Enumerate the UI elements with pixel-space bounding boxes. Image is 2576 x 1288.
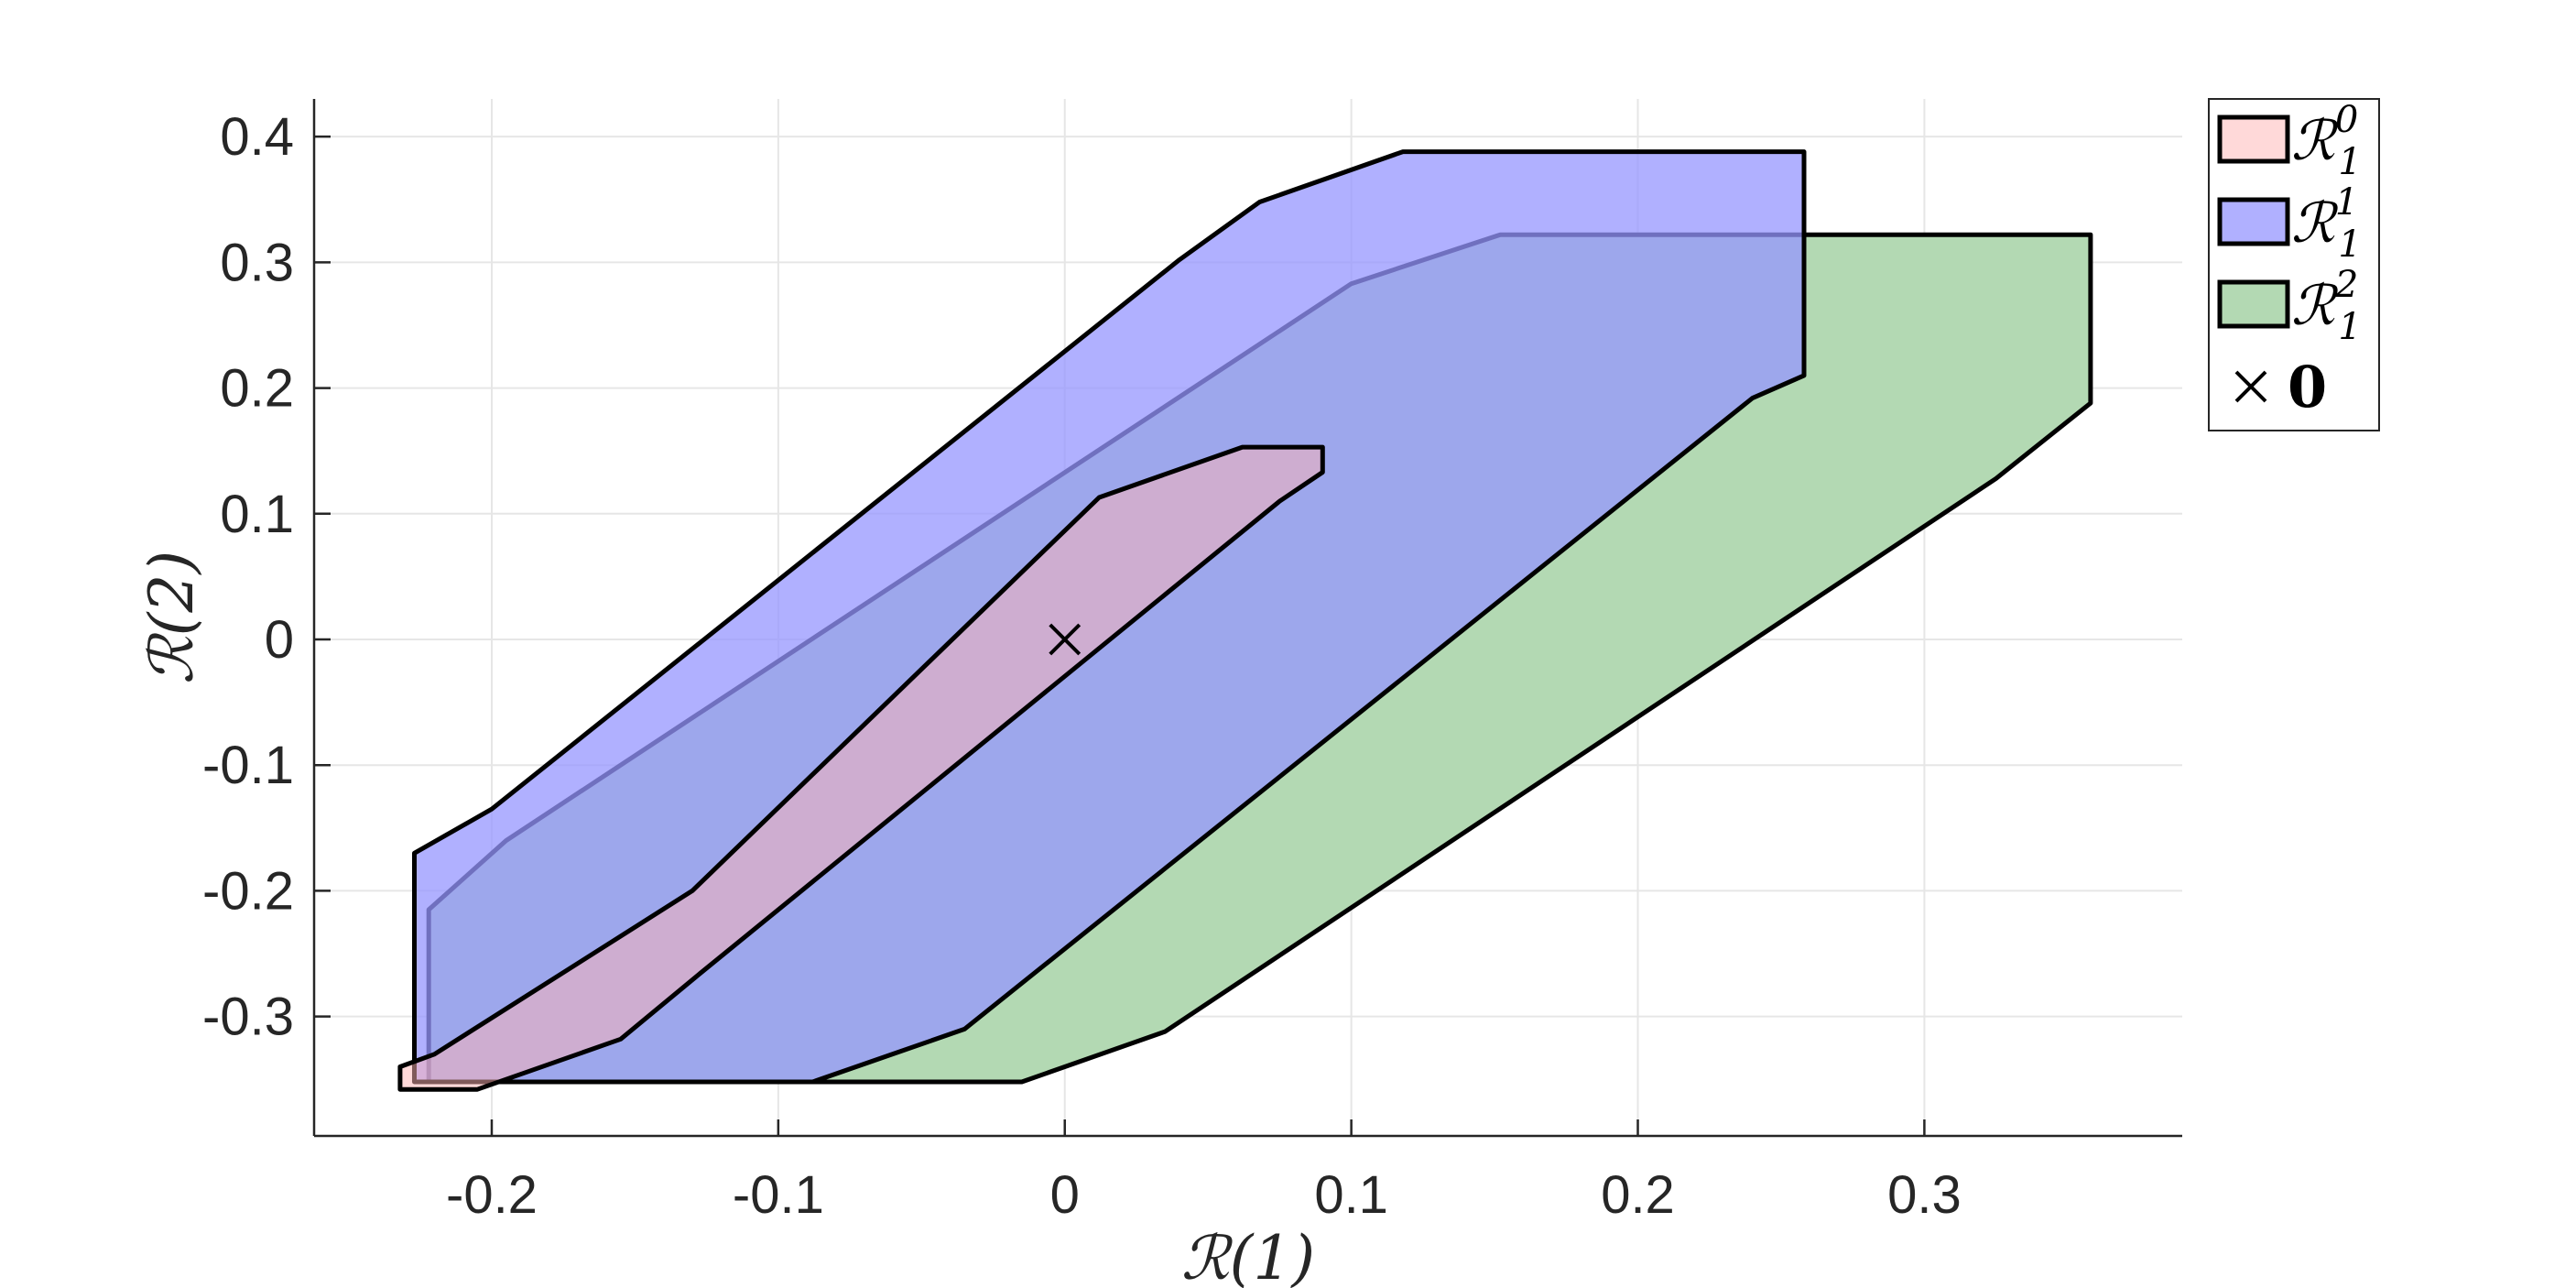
- y-tick-label: 0.2: [220, 359, 294, 419]
- axes: [312, 99, 2182, 1138]
- legend-label: 0: [2288, 354, 2327, 420]
- y-tick-label: 0.4: [220, 107, 294, 167]
- legend-item-0: ℛ0 1: [2217, 99, 2362, 183]
- legend-label: ℛ2 1: [2291, 264, 2362, 348]
- legend-label: ℛ0 1: [2291, 99, 2362, 183]
- region-0: [397, 444, 1325, 1092]
- y-tick-label: -0.1: [202, 736, 294, 795]
- x-tick-label: 0.1: [1314, 1165, 1388, 1225]
- x-tick-labels: -0.2 -0.1 0 0.1 0.2 0.3: [446, 1165, 1962, 1225]
- y-tick-labels: -0.3 -0.2 -0.1 0 0.1 0.2 0.3 0.4: [202, 107, 294, 1046]
- legend-label: ℛ1 1: [2291, 181, 2362, 266]
- legend: ℛ0 1ℛ1 1ℛ2 10: [2208, 98, 2380, 431]
- x-tick-label: 0.3: [1887, 1165, 1962, 1225]
- markers: [1049, 623, 1081, 656]
- regions: [397, 149, 2093, 1092]
- x-tick-label: -0.2: [446, 1165, 538, 1225]
- x-axis-label: ℛ(1): [1181, 1223, 1315, 1288]
- y-tick-label: -0.3: [202, 988, 294, 1047]
- y-tick-label: 0.1: [220, 485, 294, 544]
- x-tick-label: 0.2: [1601, 1165, 1675, 1225]
- legend-swatch: [2217, 115, 2290, 164]
- legend-item-1: ℛ1 1: [2217, 181, 2362, 266]
- x-tick-label: -0.1: [733, 1165, 824, 1225]
- legend-swatch: [2217, 279, 2290, 329]
- y-axis-label: ℛ(2): [136, 551, 207, 684]
- legend-item-2: ℛ2 1: [2217, 264, 2362, 348]
- legend-swatch: [2217, 197, 2290, 246]
- y-tick-label: 0.3: [220, 233, 294, 292]
- legend-item-origin: 0: [2234, 354, 2327, 420]
- origin-marker: [1049, 623, 1081, 656]
- y-tick-label: 0: [265, 610, 294, 670]
- y-tick-label: -0.2: [202, 861, 294, 921]
- x-tick-label: 0: [1050, 1165, 1080, 1225]
